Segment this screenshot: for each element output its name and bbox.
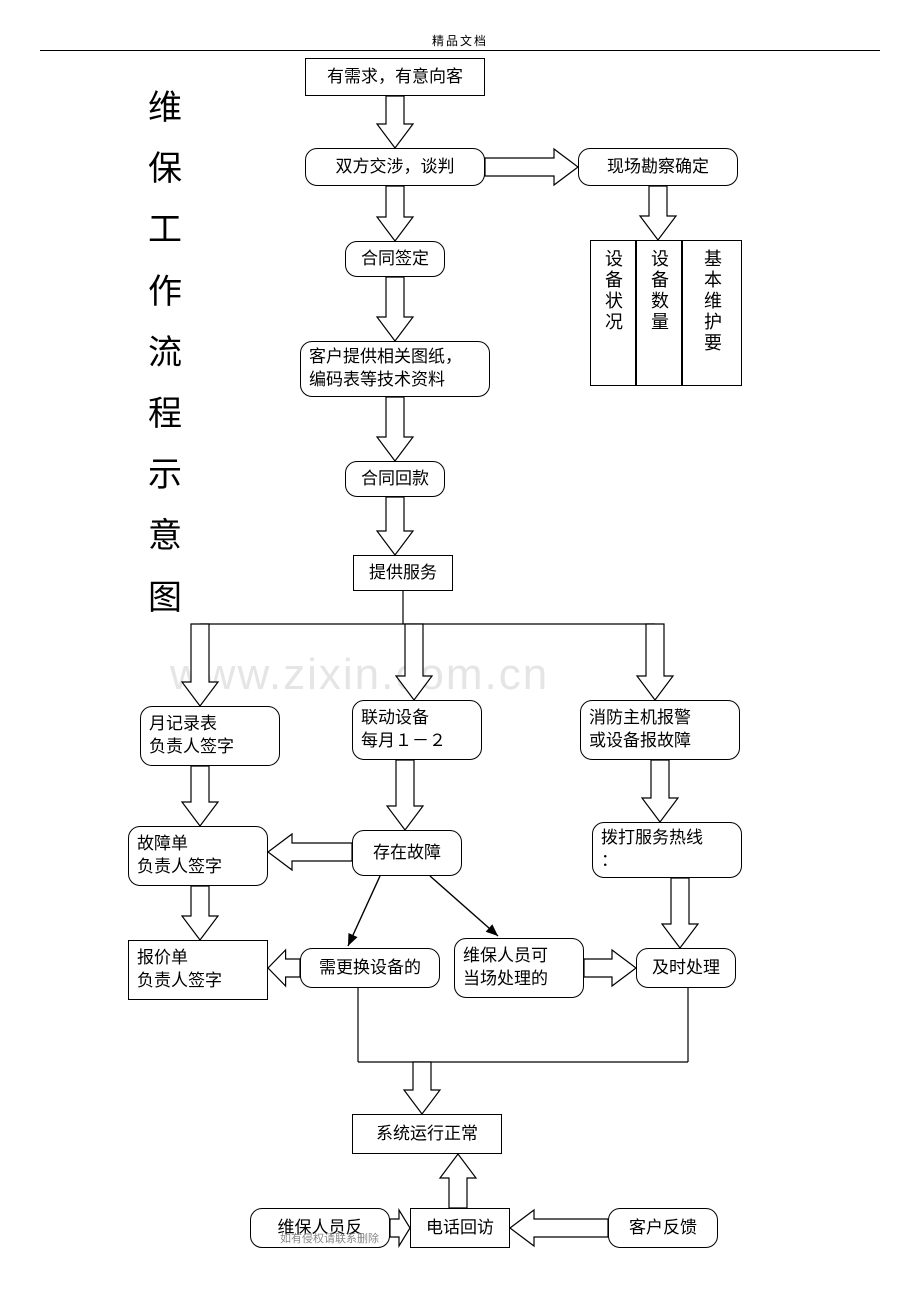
page-footer: 如有侵权请联系删除 [280, 1230, 379, 1246]
connectors-layer [0, 0, 920, 1302]
